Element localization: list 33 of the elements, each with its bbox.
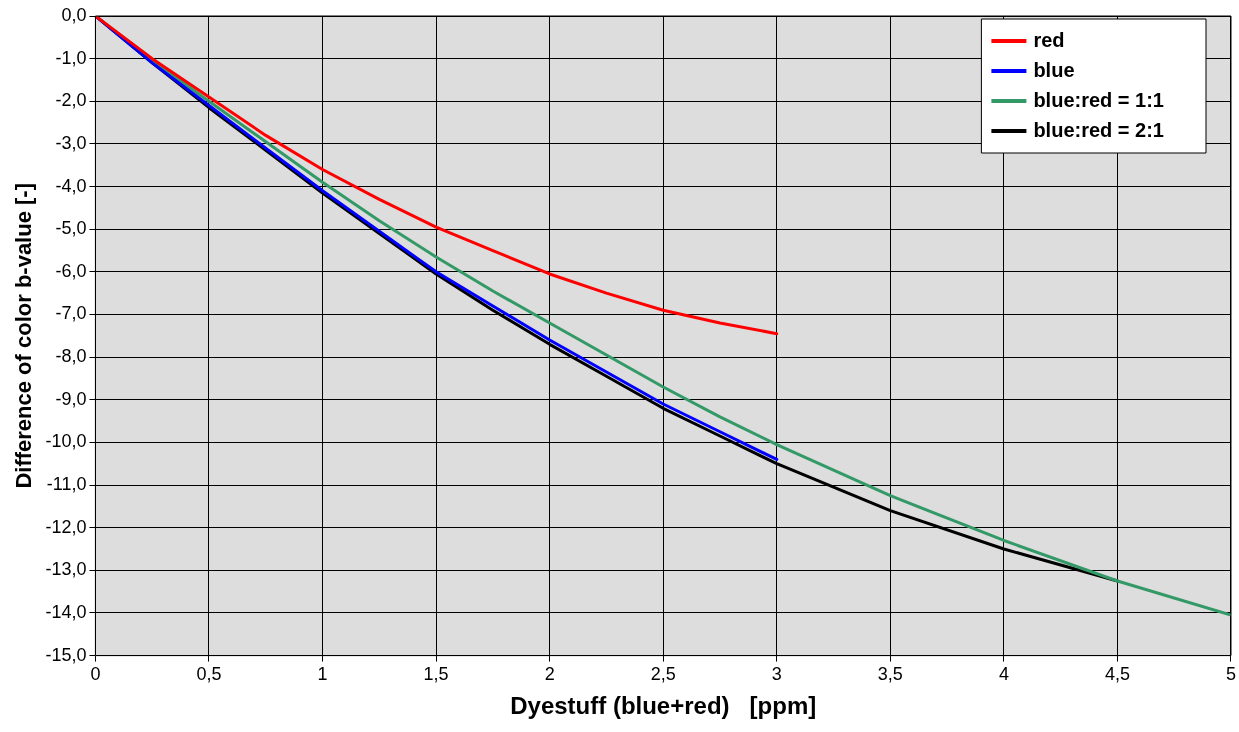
x-tick-label: 3 (771, 664, 782, 685)
x-tick-label: 4 (998, 664, 1009, 685)
y-tick-label: -5,0 (55, 218, 87, 239)
x-tick-label: 0,5 (196, 664, 222, 685)
legend-label: red (1033, 28, 1065, 51)
y-axis-title: Difference of color b-value [-] (11, 183, 37, 489)
y-tick-label: -3,0 (55, 132, 87, 153)
x-tick-label: 3,5 (877, 664, 903, 685)
y-tick-label: -13,0 (45, 559, 87, 580)
y-tick-label: -9,0 (55, 388, 87, 409)
y-tick-label: -4,0 (55, 175, 87, 196)
y-tick-label: -15,0 (45, 644, 87, 665)
y-tick-label: -6,0 (55, 260, 87, 281)
y-tick-label: -2,0 (55, 90, 87, 111)
y-tick-label: -1,0 (55, 47, 87, 68)
x-tick-label: 1,5 (423, 664, 449, 685)
x-tick-label: 1 (317, 664, 328, 685)
y-tick-label: -14,0 (45, 601, 87, 622)
legend-label: blue (1033, 58, 1075, 81)
x-tick-label: 5 (1225, 664, 1236, 685)
y-tick-label: -7,0 (55, 303, 87, 324)
y-tick-label: -10,0 (45, 431, 87, 452)
x-tick-label: 2 (544, 664, 555, 685)
legend-label: blue:red = 2:1 (1033, 118, 1165, 141)
y-tick-label: 0,0 (61, 4, 87, 25)
x-tick-label: 2,5 (650, 664, 676, 685)
legend-label: blue:red = 1:1 (1033, 88, 1165, 111)
y-tick-label: -11,0 (46, 474, 87, 495)
y-tick-label: -8,0 (55, 346, 87, 367)
x-axis-title: Dyestuff (blue+red) [ppm] (510, 692, 817, 720)
x-tick-label: 0 (90, 664, 101, 685)
x-tick-label: 4,5 (1104, 664, 1130, 685)
y-tick-label: -12,0 (45, 516, 87, 537)
